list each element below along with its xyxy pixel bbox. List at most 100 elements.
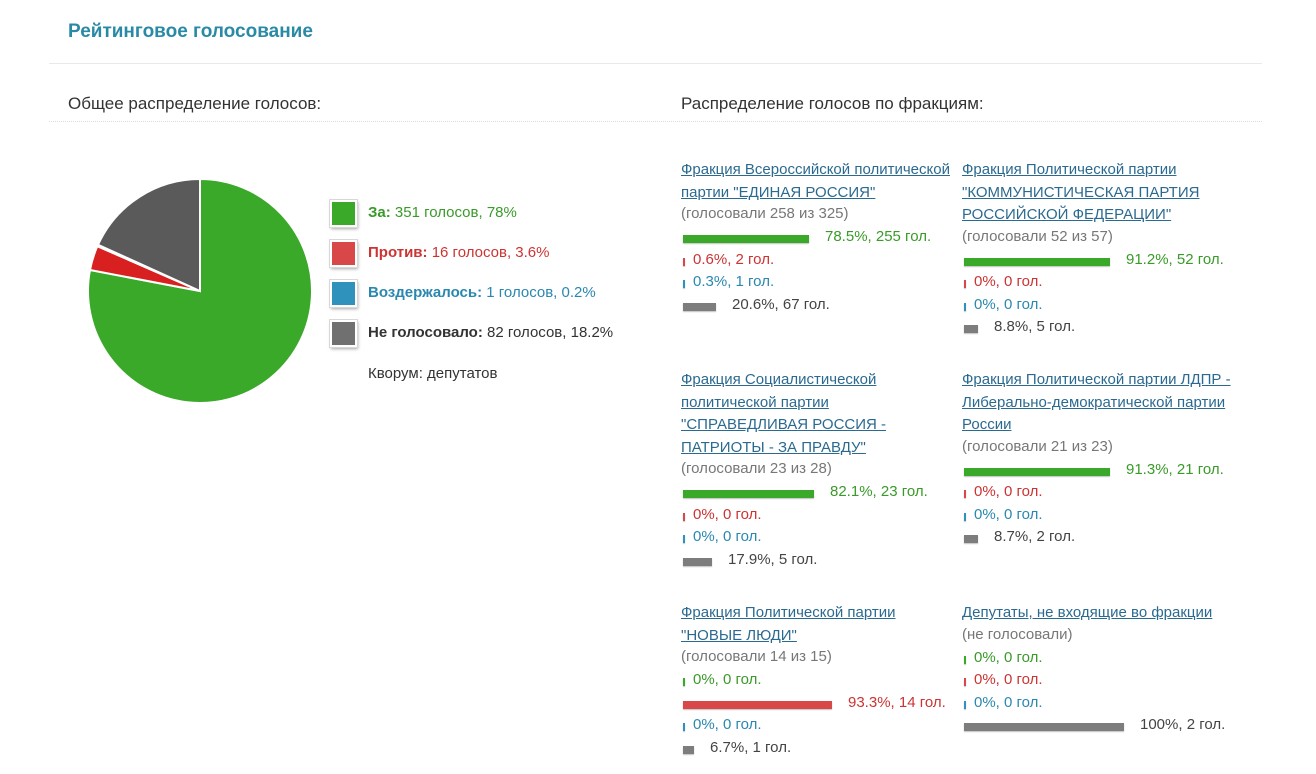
vote-row-gray: 17.9%, 5 гол. <box>681 549 956 572</box>
faction-link[interactable]: Депутаты, не входящие во фракции <box>962 604 1213 621</box>
vote-bar-blue <box>683 535 685 543</box>
vote-value: 0%, 0 гол. <box>974 483 1043 500</box>
faction-block: Фракция Политической партии ЛДПР - Либер… <box>962 369 1237 549</box>
vote-row-gray: 8.7%, 2 гол. <box>962 526 1237 549</box>
vote-bar-green <box>683 490 814 498</box>
legend-swatch <box>330 240 357 267</box>
vote-value: 0%, 0 гол. <box>974 505 1043 523</box>
faction-link[interactable]: Фракция Социалистической политической па… <box>681 371 887 456</box>
vote-value: 0%, 0 гол. <box>974 295 1043 313</box>
vote-value: 0%, 0 гол. <box>974 693 1043 711</box>
vote-value: 0%, 0 гол. <box>974 273 1043 290</box>
vote-value: 91.3%, 21 гол. <box>1126 460 1224 478</box>
faction-vote-count: (голосовали 21 из 23) <box>962 437 1113 455</box>
vote-value: 0.3%, 1 гол. <box>693 273 775 290</box>
legend-swatch <box>330 280 357 307</box>
vote-row-gray: 6.7%, 1 гол. <box>681 737 956 760</box>
vote-bar-blue <box>683 723 685 731</box>
vote-value: 82.1%, 23 гол. <box>830 483 928 500</box>
vote-bar-green <box>683 235 809 243</box>
legend-label: За: <box>368 204 391 221</box>
vote-row-red: 0%, 0 гол. <box>681 504 956 527</box>
faction-block: Фракция Политической партии "НОВЫЕ ЛЮДИ"… <box>681 602 956 759</box>
legend-value: 82 голосов, 18.2% <box>482 324 614 341</box>
vote-row-green: 0%, 0 гол. <box>962 647 1237 670</box>
vote-bar-gray <box>964 325 978 333</box>
vote-row-green: 78.5%, 255 гол. <box>681 226 956 249</box>
vote-value: 0%, 0 гол. <box>693 505 762 523</box>
vote-bar-gray <box>964 535 978 543</box>
vote-bar-red <box>964 678 966 686</box>
vote-row-gray: 100%, 2 гол. <box>962 714 1237 737</box>
vote-value: 20.6%, 67 гол. <box>732 295 830 313</box>
quorum-text: Кворум: депутатов <box>368 365 498 382</box>
vote-value: 0%, 0 гол. <box>693 528 762 545</box>
vote-value: 0%, 0 гол. <box>974 671 1043 688</box>
vote-row-green: 82.1%, 23 гол. <box>681 481 956 504</box>
vote-value: 0.6%, 2 гол. <box>693 250 775 268</box>
vote-bar-green <box>964 655 966 664</box>
vote-value: 100%, 2 гол. <box>1140 716 1226 733</box>
vote-bar-red <box>683 512 685 521</box>
vote-bar-green <box>683 678 685 686</box>
legend-text: За: 351 голосов, 78% <box>368 204 517 221</box>
title-divider <box>49 63 1262 64</box>
vote-row-blue: 0%, 0 гол. <box>962 294 1237 317</box>
legend-swatch <box>330 200 357 227</box>
vote-row-blue: 0%, 0 гол. <box>681 714 956 737</box>
faction-link[interactable]: Фракция Политической партии "КОММУНИСТИЧ… <box>962 161 1200 223</box>
legend-text: Воздержалось: 1 голосов, 0.2% <box>368 284 596 301</box>
vote-bar-gray <box>683 745 694 754</box>
faction-block: Фракция Всероссийской политической парти… <box>681 159 956 316</box>
vote-row-red: 0%, 0 гол. <box>962 271 1237 294</box>
faction-block: Депутаты, не входящие во фракции (не голо… <box>962 602 1237 737</box>
vote-bar-blue <box>964 700 966 709</box>
legend-text: Против: 16 голосов, 3.6% <box>368 244 549 261</box>
faction-link[interactable]: Фракция Политической партии ЛДПР - Либер… <box>962 371 1231 433</box>
faction-block: Фракция Социалистической политической па… <box>681 369 956 571</box>
faction-block: Фракция Политической партии "КОММУНИСТИЧ… <box>962 159 1237 339</box>
vote-row-blue: 0.3%, 1 гол. <box>681 271 956 294</box>
vote-bar-gray <box>683 557 712 566</box>
vote-row-green: 0%, 0 гол. <box>681 669 956 692</box>
pie-slice-not-voted <box>96 177 201 293</box>
faction-vote-count: (не голосовали) <box>962 625 1073 643</box>
vote-row-green: 91.3%, 21 гол. <box>962 459 1237 482</box>
legend-label: Не голосовало: <box>368 324 483 341</box>
vote-row-gray: 20.6%, 67 гол. <box>681 294 956 317</box>
vote-bar-gray <box>964 723 1124 731</box>
vote-bar-blue <box>683 280 685 288</box>
vote-value: 8.8%, 5 гол. <box>994 318 1076 335</box>
legend-swatch <box>330 320 357 347</box>
faction-vote-count: (голосовали 23 из 28) <box>681 460 832 477</box>
vote-bar-blue <box>964 302 966 311</box>
factions-distribution-heading: Распределение голосов по фракциям: <box>681 94 984 113</box>
vote-row-blue: 0%, 0 гол. <box>681 526 956 549</box>
vote-value: 0%, 0 гол. <box>693 716 762 733</box>
faction-link[interactable]: Фракция Политической партии "НОВЫЕ ЛЮДИ" <box>681 604 896 644</box>
vote-bar-red <box>683 700 832 709</box>
page-title: Рейтинговое голосование <box>68 21 313 42</box>
legend-text: Не голосовало: 82 голосов, 18.2% <box>368 324 613 341</box>
vote-bar-blue <box>964 512 966 521</box>
vote-bar-red <box>964 490 966 498</box>
vote-row-red: 0%, 0 гол. <box>962 669 1237 692</box>
section-divider <box>49 121 1262 122</box>
vote-value: 0%, 0 гол. <box>693 671 762 688</box>
vote-pie-chart <box>87 177 313 404</box>
faction-link[interactable]: Фракция Всероссийской политической парти… <box>681 161 950 201</box>
vote-row-red: 0.6%, 2 гол. <box>681 249 956 272</box>
vote-value: 0%, 0 гол. <box>974 648 1043 666</box>
vote-bar-red <box>683 257 685 266</box>
vote-bar-green <box>964 467 1110 476</box>
overall-distribution-heading: Общее распределение голосов: <box>68 94 322 113</box>
legend-value: 351 голосов, 78% <box>390 204 517 221</box>
vote-value: 93.3%, 14 гол. <box>848 693 946 711</box>
faction-vote-count: (голосовали 258 из 325) <box>681 205 849 222</box>
vote-value: 91.2%, 52 гол. <box>1126 250 1224 268</box>
vote-bar-red <box>964 280 966 288</box>
vote-bar-gray <box>683 302 716 311</box>
vote-row-green: 91.2%, 52 гол. <box>962 249 1237 272</box>
vote-row-blue: 0%, 0 гол. <box>962 692 1237 715</box>
legend-label: Против: <box>368 244 428 261</box>
